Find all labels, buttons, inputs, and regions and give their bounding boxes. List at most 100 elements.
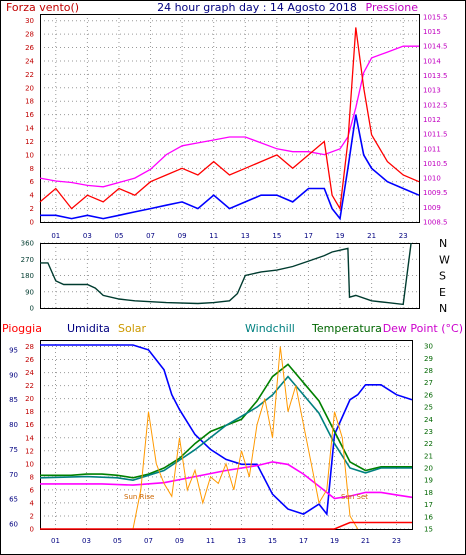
p3-humidity-tick: 65 bbox=[9, 496, 18, 504]
p3-series-humidity bbox=[40, 344, 413, 517]
p3-series-solar bbox=[132, 346, 359, 530]
p1-gridlines bbox=[40, 14, 419, 223]
p1-right-tick: 1009 bbox=[423, 204, 441, 212]
p3-rain-tick: 8 bbox=[30, 473, 34, 481]
p1-left-tick: 2 bbox=[30, 205, 34, 213]
p3-rain-tick: 0 bbox=[30, 526, 34, 534]
label-dew-point: Dew Point (°C) bbox=[383, 322, 463, 335]
p2-left-tick: 270 bbox=[21, 256, 34, 264]
p3-rain-tick: 14 bbox=[25, 434, 34, 442]
p3-temp-tick: 19 bbox=[424, 477, 433, 485]
p2-compass-label: S bbox=[439, 270, 446, 283]
p2-plot-frame bbox=[40, 243, 420, 309]
label-windchill: Windchill bbox=[245, 322, 295, 335]
p3-temp-tick: 29 bbox=[424, 355, 433, 363]
p3-temp-tick: 20 bbox=[424, 465, 433, 473]
p3-x-tick: 03 bbox=[82, 537, 91, 545]
p1-x-tick: 07 bbox=[146, 232, 155, 240]
p1-right-tick: 1012.5 bbox=[423, 101, 448, 109]
p3-x-tick: 09 bbox=[175, 537, 184, 545]
p1-right-tick: 1011 bbox=[423, 145, 441, 153]
p1-left-tick: 30 bbox=[25, 17, 34, 25]
p1-right-tick: 1014.5 bbox=[423, 43, 448, 51]
p3-temp-tick: 18 bbox=[424, 489, 433, 497]
p3-temp-tick: 23 bbox=[424, 428, 433, 436]
p2-series-direction bbox=[40, 242, 412, 306]
p3-rain-tick: 2 bbox=[30, 512, 34, 520]
p3-humidity-tick: 75 bbox=[9, 446, 18, 454]
annotation-sun-set: Sun Set bbox=[341, 493, 368, 501]
p3-x-tick: 17 bbox=[299, 537, 308, 545]
p3-temp-tick: 22 bbox=[424, 440, 433, 448]
p1-tick-labels: 0246810121416182022242628301008.51009100… bbox=[25, 13, 447, 240]
p1-left-tick: 22 bbox=[25, 71, 34, 79]
p3-temp-tick: 17 bbox=[424, 501, 433, 509]
p3-series-dew bbox=[40, 461, 413, 500]
p1-series-pressure bbox=[39, 45, 419, 188]
p3-x-tick: 01 bbox=[51, 537, 60, 545]
p3-temp-tick: 26 bbox=[424, 391, 433, 399]
p3-x-tick: 13 bbox=[237, 537, 246, 545]
p1-left-tick: 14 bbox=[25, 125, 34, 133]
p3-rain-tick: 18 bbox=[25, 408, 34, 416]
p3-rain-tick: 4 bbox=[30, 499, 35, 507]
p3-humidity-tick: 85 bbox=[9, 396, 18, 404]
annotation-sun-rise: Sun Rise bbox=[124, 493, 154, 501]
p1-series-gust bbox=[39, 27, 420, 211]
p3-temp-tick: 28 bbox=[424, 367, 433, 375]
p3-temp-tick: 15 bbox=[424, 526, 433, 534]
p3-temp-tick: 27 bbox=[424, 379, 433, 387]
p3-rain-tick: 12 bbox=[25, 447, 34, 455]
p1-x-tick: 15 bbox=[272, 232, 281, 240]
label-temperatura: Temperatura bbox=[311, 322, 382, 335]
p1-x-tick: 13 bbox=[241, 232, 250, 240]
p3-x-tick: 23 bbox=[392, 537, 401, 545]
p3-rain-tick: 22 bbox=[25, 382, 34, 390]
p1-right-label: Pressione bbox=[366, 1, 419, 14]
p1-left-tick: 8 bbox=[30, 165, 34, 173]
p1-x-tick: 05 bbox=[114, 232, 123, 240]
p3-rain-tick: 16 bbox=[25, 421, 34, 429]
p3-temp-tick: 24 bbox=[424, 416, 433, 424]
p3-x-tick: 05 bbox=[113, 537, 122, 545]
p1-right-tick: 1014 bbox=[423, 57, 441, 65]
p3-rain-tick: 28 bbox=[25, 343, 34, 351]
label-umidita: Umidita bbox=[67, 322, 110, 335]
label-solar: Solar bbox=[118, 322, 147, 335]
p3-temp-tick: 30 bbox=[424, 343, 433, 351]
p3-temp-tick: 21 bbox=[424, 452, 433, 460]
label-pioggia: Pioggia bbox=[2, 322, 42, 335]
p1-right-tick: 1010.5 bbox=[423, 160, 448, 168]
p1-x-tick: 17 bbox=[304, 232, 313, 240]
p2-compass-label: E bbox=[439, 286, 446, 299]
p3-x-tick: 21 bbox=[361, 537, 370, 545]
p2-compass-label: N bbox=[439, 237, 447, 250]
p3-humidity-tick: 90 bbox=[9, 371, 18, 379]
p1-right-tick: 1012 bbox=[423, 116, 441, 124]
p3-x-tick: 19 bbox=[330, 537, 339, 545]
p1-right-tick: 1009.5 bbox=[423, 189, 448, 197]
p1-x-tick: 23 bbox=[399, 232, 408, 240]
p3-temp-tick: 16 bbox=[424, 513, 433, 521]
p2-compass-label: N bbox=[439, 302, 447, 315]
p1-left-tick: 10 bbox=[25, 151, 34, 159]
p1-right-tick: 1008.5 bbox=[423, 219, 448, 227]
p2-left-tick: 180 bbox=[21, 272, 34, 280]
p1-right-tick: 1011.5 bbox=[423, 131, 448, 139]
p1-x-tick: 03 bbox=[83, 232, 92, 240]
p1-title: 24 hour graph day : 14 Agosto 2018 bbox=[157, 1, 357, 14]
p2-left-tick: 90 bbox=[25, 288, 34, 296]
p3-humidity-tick: 95 bbox=[9, 346, 18, 354]
p1-left-tick: 4 bbox=[30, 192, 35, 200]
p2-left-tick: 0 bbox=[30, 305, 34, 313]
p2-compass-label: W bbox=[439, 253, 450, 266]
p1-series-group bbox=[39, 27, 420, 221]
p1-right-tick: 1015 bbox=[423, 28, 441, 36]
p3-temp-tick: 25 bbox=[424, 404, 433, 412]
p3-rain-tick: 6 bbox=[30, 486, 35, 494]
p1-left-tick: 12 bbox=[25, 138, 34, 146]
p1-x-tick: 19 bbox=[336, 232, 345, 240]
p1-left-tick: 20 bbox=[25, 84, 34, 92]
p1-left-tick: 26 bbox=[25, 44, 34, 52]
